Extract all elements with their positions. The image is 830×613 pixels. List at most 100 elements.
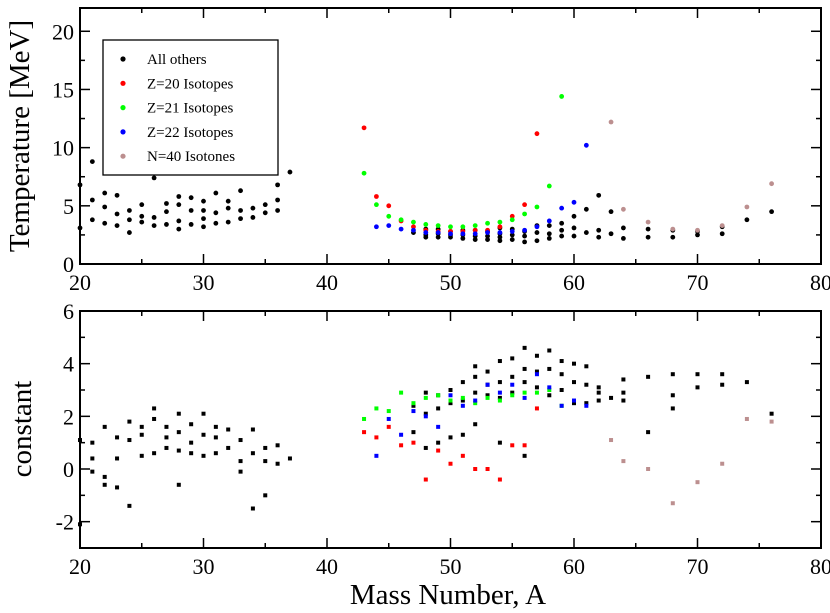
data-point-z-20-isotopes — [362, 430, 367, 435]
data-point-z-22-isotopes — [374, 453, 379, 458]
temperature-y-tick-label: 0 — [63, 252, 74, 277]
data-point-all-others — [250, 427, 255, 432]
data-point-all-others — [102, 424, 107, 429]
data-point-z-20-isotopes — [473, 467, 478, 471]
data-point-all-others — [164, 201, 169, 206]
data-point-all-others — [423, 411, 428, 416]
data-point-all-others — [645, 226, 651, 232]
data-point-all-others — [497, 380, 502, 385]
data-point-all-others — [213, 210, 219, 216]
constant-y-tick-label: 4 — [63, 352, 74, 377]
data-point-all-others — [164, 222, 169, 227]
data-point-all-others — [744, 217, 750, 223]
data-point-z-22-isotopes — [583, 142, 589, 148]
data-point-z-20-isotopes — [472, 227, 478, 233]
data-point-all-others — [497, 440, 502, 445]
data-point-all-others — [645, 234, 651, 240]
data-point-all-others — [275, 197, 280, 203]
temperature-y-tick-label: 20 — [52, 19, 74, 44]
constant-x-tick-label: 80 — [810, 554, 830, 579]
data-point-all-others — [744, 380, 749, 385]
data-point-all-others — [695, 232, 700, 238]
data-point-all-others — [608, 231, 614, 237]
data-point-z-21-isotopes — [522, 211, 527, 217]
data-point-all-others — [139, 213, 145, 219]
data-point-all-others — [559, 220, 565, 226]
temperature-panel: 20 30 40 50 60 70 80 0 5 10 15 20 Temperature [MeV] — [4, 7, 830, 295]
data-point-z-21-isotopes — [460, 395, 465, 400]
data-point-all-others — [572, 380, 576, 385]
data-point-all-others — [201, 216, 206, 222]
data-point-z-21-isotopes — [472, 223, 478, 229]
data-point-all-others — [473, 364, 478, 369]
data-point-z-22-isotopes — [534, 224, 540, 230]
data-point-all-others — [102, 474, 107, 479]
data-point-all-others — [262, 202, 268, 208]
x-axis-title: Mass Number, A — [350, 579, 546, 611]
data-point-z-22-isotopes — [423, 230, 429, 235]
data-point-all-others — [151, 175, 157, 181]
constant-x-tick-label: 70 — [687, 554, 709, 579]
data-point-all-others — [584, 364, 589, 369]
data-point-z-21-isotopes — [423, 395, 428, 400]
data-point-all-others — [225, 198, 231, 204]
data-point-all-others — [287, 456, 292, 461]
data-point-z-21-isotopes — [411, 219, 416, 225]
data-point-z-22-isotopes — [436, 424, 441, 429]
data-point-all-others — [238, 188, 243, 194]
data-point-all-others — [448, 435, 453, 440]
data-point-all-others — [89, 217, 95, 223]
temperature-plot-frame — [79, 7, 822, 265]
data-point-all-others — [287, 169, 293, 175]
data-point-z-22-isotopes — [448, 231, 453, 237]
data-point-all-others — [769, 209, 774, 215]
data-point-all-others — [189, 422, 194, 427]
data-point-n-40-isotones — [695, 227, 700, 233]
data-point-all-others — [646, 430, 651, 435]
data-point-n-40-isotones — [608, 119, 614, 125]
data-point-all-others — [571, 213, 577, 219]
data-point-all-others — [213, 220, 219, 226]
legend: All others Z=20 Isotopes Z=21 Isotopes Z=22… — [102, 39, 279, 176]
data-point-all-others — [238, 459, 243, 464]
data-point-z-20-isotopes — [361, 125, 367, 131]
data-point-all-others — [546, 231, 552, 237]
data-point-z-22-isotopes — [435, 230, 441, 235]
data-point-all-others — [127, 419, 132, 424]
constant-y-tick-label: 6 — [63, 299, 74, 324]
data-point-all-others — [448, 388, 453, 392]
data-point-all-others — [176, 218, 182, 224]
data-point-all-others — [608, 209, 614, 215]
data-point-all-others — [460, 380, 465, 385]
legend-label: Z=20 Isotopes — [147, 76, 234, 92]
data-point-all-others — [497, 238, 503, 244]
data-point-all-others — [436, 440, 441, 445]
data-point-all-others — [460, 432, 465, 437]
data-point-z-21-isotopes — [448, 224, 453, 230]
temperature-y-axis-title: Temperature [MeV] — [4, 20, 36, 252]
temperature-x-tick-label: 40 — [316, 270, 338, 295]
data-point-all-others — [534, 353, 539, 358]
data-point-all-others — [559, 388, 564, 392]
data-point-all-others — [226, 445, 231, 450]
data-point-z-20-isotopes — [510, 443, 515, 448]
data-point-z-21-isotopes — [374, 406, 379, 411]
data-point-n-40-isotones — [744, 416, 749, 421]
data-point-all-others — [534, 230, 540, 235]
data-point-z-22-isotopes — [448, 393, 453, 398]
data-point-z-20-isotopes — [386, 203, 392, 209]
data-point-all-others — [596, 385, 601, 390]
data-point-all-others — [275, 208, 280, 213]
data-point-all-others — [670, 406, 675, 411]
data-point-n-40-isotones — [744, 204, 750, 210]
data-point-all-others — [522, 453, 527, 458]
data-point-z-22-isotopes — [460, 231, 466, 237]
data-point-z-22-isotopes — [399, 432, 404, 437]
data-point-z-21-isotopes — [386, 213, 392, 219]
data-point-all-others — [250, 215, 256, 220]
data-point-all-others — [127, 438, 132, 443]
data-point-all-others — [127, 503, 132, 508]
temperature-x-tick-label: 30 — [193, 270, 215, 295]
data-point-all-others — [596, 234, 602, 240]
